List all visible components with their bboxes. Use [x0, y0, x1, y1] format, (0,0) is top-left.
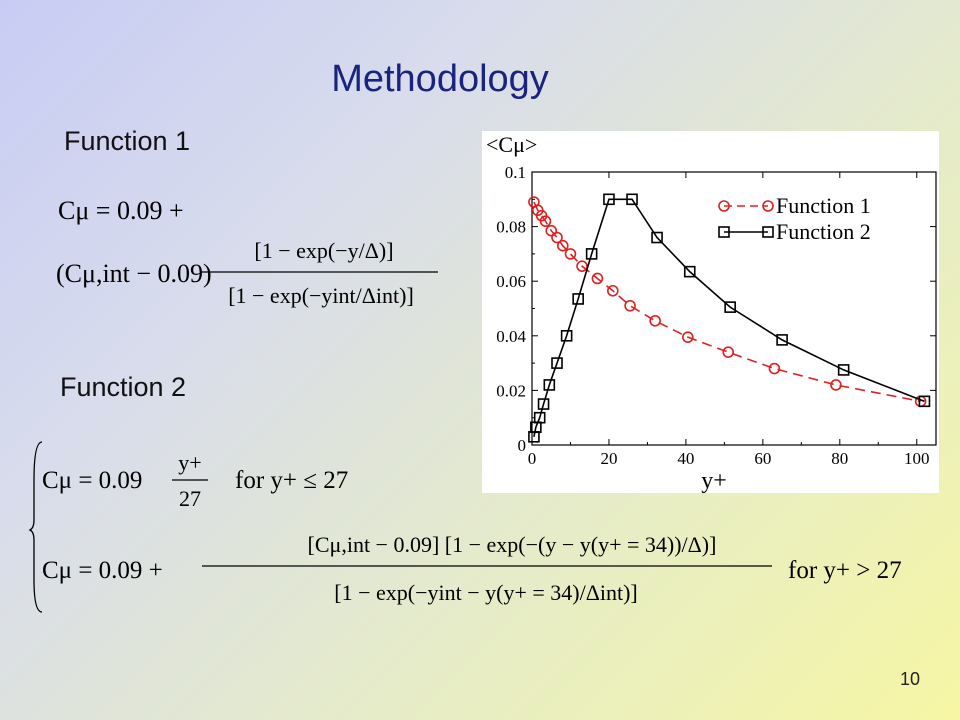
y-tick-label: 0.02 — [496, 381, 526, 400]
f1-denominator: [1 − exp(−yint/Δint)] — [228, 283, 414, 308]
y-tick-label: 0 — [518, 436, 527, 455]
x-tick-label: 0 — [528, 449, 537, 468]
legend-marker-2 — [718, 226, 730, 238]
series-1-point — [768, 362, 781, 375]
series-1-point — [591, 272, 604, 285]
function1-formula: Cμ = 0.09 + (Cμ,int − 0.09) [1 − exp(−y/… — [56, 185, 446, 325]
x-tick-label: 40 — [677, 449, 694, 468]
series-1-point — [539, 215, 552, 227]
series-2-point — [724, 301, 736, 313]
series-2-point — [572, 293, 584, 305]
series-2-point — [560, 330, 573, 342]
series-1-point — [576, 260, 588, 272]
legend-marker-1 — [762, 200, 774, 212]
f1-coefficient: (Cμ,int − 0.09) — [56, 259, 212, 288]
series-2-point — [543, 379, 556, 391]
f2-case2-denominator: [1 − exp(−yint − y(y+ = 34)/Δint)] — [334, 580, 637, 605]
series-1-point — [545, 224, 558, 237]
y-axis-label: <Cμ> — [486, 132, 537, 157]
f2-case1-numerator: y+ — [178, 450, 201, 475]
series-1-point — [564, 248, 577, 260]
function1-formula-svg: Cμ = 0.09 + (Cμ,int − 0.09) [1 − exp(−y/… — [56, 196, 438, 308]
function2-formula: Cμ = 0.09 y+ 27 for y+ ≤ 27 Cμ = 0.09 + … — [28, 440, 945, 620]
f2-case2-lhs: Cμ = 0.09 + — [42, 557, 163, 584]
f2-case2-condition: for y+ > 27 — [788, 557, 902, 584]
f2-case1-denominator: 27 — [179, 486, 201, 511]
plot-frame — [531, 171, 937, 446]
x-axis-label: y+ — [701, 468, 727, 493]
f1-line1: Cμ = 0.09 + — [58, 196, 184, 225]
y-tick-label: 0.08 — [496, 218, 526, 237]
series-2-point — [626, 193, 638, 206]
series-2-point — [651, 231, 663, 244]
f2-case1-lhs: Cμ = 0.09 — [42, 467, 142, 494]
series-1-point — [682, 331, 694, 343]
series-1-point — [830, 379, 842, 391]
legend-label-2: Function 2 — [776, 219, 871, 244]
legend-label-1: Function 1 — [776, 193, 871, 218]
series-1-point — [556, 239, 569, 252]
series-1-point — [551, 231, 563, 244]
series-1-point — [624, 299, 636, 312]
cmu-chart: 0 20 40 60 80 100 0 0.02 0.04 0.06 0.08 0.1 <Cμ> y+ Fu… — [482, 131, 939, 494]
series-2-point — [683, 265, 696, 278]
series-2-point — [585, 248, 598, 260]
f2-case2-numerator: [Cμ,int − 0.09] [1 − exp(−(y − y(y+ = 34… — [308, 532, 717, 557]
legend-marker-1 — [718, 200, 730, 212]
x-tick-label: 80 — [831, 449, 848, 468]
y-tick-label: 0.04 — [496, 327, 526, 346]
case-brace — [28, 441, 43, 613]
series-2-point — [551, 357, 563, 369]
page-number: 10 — [899, 669, 920, 689]
slide-title: Methodology — [331, 58, 549, 100]
series-2-point — [918, 395, 931, 408]
series-2-point — [537, 398, 550, 410]
series-1-point — [607, 284, 619, 297]
f1-numerator: [1 − exp(−y/Δ)] — [254, 238, 393, 263]
x-tick-label: 20 — [600, 449, 617, 468]
series-1-point — [649, 314, 661, 327]
function2-heading: Function 2 — [60, 372, 187, 402]
x-tick-label: 100 — [904, 449, 930, 468]
series-1-point — [722, 346, 735, 358]
cmu-chart-svg: 0 20 40 60 80 100 0 0.02 0.04 0.06 0.08 0.1 <Cμ> y+ Fu… — [486, 132, 937, 494]
x-tick-label: 60 — [754, 449, 771, 468]
function1-heading: Function 1 — [64, 126, 191, 156]
series-2-point — [776, 334, 788, 346]
function2-formula-svg: Cμ = 0.09 y+ 27 for y+ ≤ 27 Cμ = 0.09 + … — [28, 441, 902, 613]
y-tick-label: 0.06 — [496, 272, 526, 291]
y-tick-label: 0.1 — [505, 163, 526, 182]
series-2-point — [603, 193, 615, 206]
series-2-point — [533, 411, 546, 424]
f2-case1-condition: for y+ ≤ 27 — [235, 467, 348, 494]
legend-marker-2 — [762, 226, 774, 238]
series-2-point — [837, 364, 850, 376]
